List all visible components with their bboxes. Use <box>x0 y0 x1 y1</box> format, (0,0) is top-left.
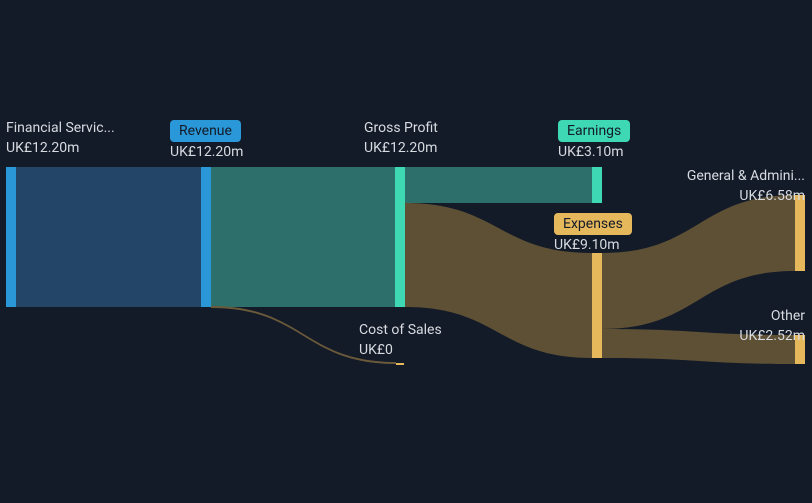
label-title-financial_services: Financial Servic... <box>6 120 115 138</box>
link-revenue-to-gross_profit <box>211 167 395 307</box>
label-value-gross_profit: UK£12.20m <box>364 140 438 158</box>
node-financial_services <box>6 167 16 307</box>
label-title-cost_of_sales: Cost of Sales <box>359 322 442 340</box>
node-cost_of_sales <box>396 363 404 365</box>
node-earnings <box>592 167 602 203</box>
label-expenses: Expenses UK£9.10m <box>554 213 632 255</box>
link-financial_services-to-revenue <box>16 167 201 307</box>
label-value-general_admin: UK£6.58m <box>687 188 805 206</box>
label-title-expenses: Expenses <box>554 213 632 235</box>
label-title-other: Other <box>739 308 805 326</box>
label-cost_of_sales: Cost of Sales UK£0 <box>359 322 442 359</box>
label-general_admin: General & Admini... UK£6.58m <box>687 168 805 205</box>
label-value-cost_of_sales: UK£0 <box>359 342 442 360</box>
node-expenses <box>592 253 602 358</box>
label-title-revenue: Revenue <box>170 120 241 142</box>
label-financial_services: Financial Servic... UK£12.20m <box>6 120 115 157</box>
node-general_admin <box>795 195 805 271</box>
link-gross_profit-to-earnings <box>405 167 592 203</box>
label-value-revenue: UK£12.20m <box>170 144 243 162</box>
label-value-expenses: UK£9.10m <box>554 237 632 255</box>
node-gross_profit <box>395 167 405 307</box>
label-value-financial_services: UK£12.20m <box>6 140 115 158</box>
label-other: Other UK£2.52m <box>739 308 805 345</box>
label-value-earnings: UK£3.10m <box>558 144 630 162</box>
sankey-chart: Financial Servic... UK£12.20m Revenue UK£12… <box>0 0 812 503</box>
label-earnings: Earnings UK£3.10m <box>558 120 630 162</box>
label-title-general_admin: General & Admini... <box>687 168 805 186</box>
label-title-earnings: Earnings <box>558 120 630 142</box>
label-gross_profit: Gross Profit UK£12.20m <box>364 120 438 157</box>
sankey-svg <box>0 0 812 503</box>
node-revenue <box>201 167 211 307</box>
label-value-other: UK£2.52m <box>739 328 805 346</box>
label-title-gross_profit: Gross Profit <box>364 120 438 138</box>
label-revenue: Revenue UK£12.20m <box>170 120 243 162</box>
